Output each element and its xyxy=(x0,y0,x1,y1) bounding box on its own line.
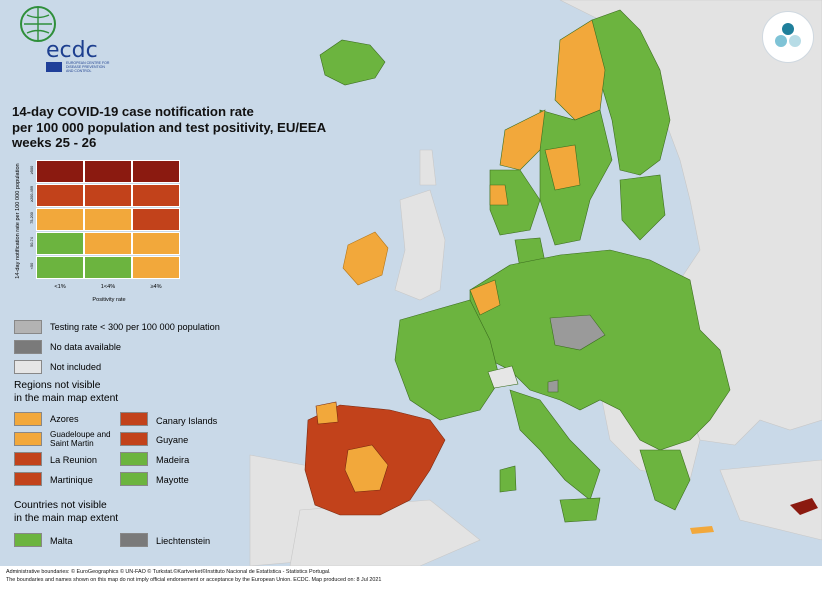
map-footer: Administrative boundaries: © EuroGeograp… xyxy=(0,566,822,597)
matrix-cell xyxy=(132,160,180,183)
footer-line-boundaries: Administrative boundaries: © EuroGeograp… xyxy=(6,569,331,575)
region-swatch-guyane xyxy=(120,432,148,446)
matrix-y-tick: ≥500 xyxy=(30,165,34,175)
iceland-region xyxy=(319,39,386,86)
region-swatch-guadeloupe xyxy=(14,432,42,446)
legend-swatch-not-included xyxy=(14,360,42,374)
matrix-cell xyxy=(36,256,84,279)
matrix-cell xyxy=(84,232,132,255)
map-title: 14-day COVID-19 case notification rate p… xyxy=(12,104,352,151)
matrix-y-tick: 50-74 xyxy=(30,237,34,247)
regions-heading-line: Regions not visible xyxy=(14,380,101,391)
continental-eu xyxy=(394,249,731,523)
matrix-cell xyxy=(132,256,180,279)
matrix-y-axis-label: 14-day notification rate per 100 000 pop… xyxy=(15,163,21,279)
ecdc-logo: ecdc EUROPEAN CENTRE FOR DISEASE PREVENT… xyxy=(12,4,109,74)
brand-dots-icon xyxy=(762,11,814,63)
ireland-region xyxy=(342,231,389,286)
matrix-y-tick: ≥200-499 xyxy=(30,185,34,203)
country-label-liechtenstein: Liechtenstein xyxy=(156,536,211,546)
region-swatch-mayotte xyxy=(120,472,148,486)
legend-label-not-included: Not included xyxy=(50,362,102,372)
region-label-guadeloupe: Guadeloupe and Saint Martin xyxy=(50,430,111,448)
region-label-azores: Azores xyxy=(50,414,79,424)
logo-subtitle: EUROPEAN CENTRE FOR DISEASE PREVENTION A… xyxy=(66,61,110,73)
legend-swatch-testing-rate xyxy=(14,320,42,334)
region-label-martinique: Martinique xyxy=(50,475,93,485)
matrix-y-tick: 75-200 xyxy=(30,212,34,224)
regions-heading-line: in the main map extent xyxy=(14,392,119,404)
matrix-x-tick: ≥4% xyxy=(150,284,162,290)
region-label-mayotte: Mayotte xyxy=(156,475,189,485)
country-label-malta: Malta xyxy=(50,536,73,546)
color-matrix xyxy=(36,160,182,282)
legend-swatch-no-data xyxy=(14,340,42,354)
legend-label-no-data: No data available xyxy=(50,342,121,352)
countries-heading-line: in the main map extent xyxy=(14,512,119,524)
title-line: weeks 25 - 26 xyxy=(12,135,97,150)
region-swatch-azores xyxy=(14,412,42,426)
region-swatch-martinique xyxy=(14,472,42,486)
country-swatch-liechtenstein xyxy=(120,533,148,547)
matrix-cell xyxy=(132,208,180,231)
matrix-cell xyxy=(132,184,180,207)
matrix-x-axis-label: Positivity rate xyxy=(92,297,126,303)
matrix-cell xyxy=(84,184,132,207)
country-swatch-malta xyxy=(14,533,42,547)
region-swatch-madeira xyxy=(120,452,148,466)
region-swatch-la-reunion xyxy=(14,452,42,466)
matrix-cell xyxy=(36,184,84,207)
matrix-cell xyxy=(132,232,180,255)
cyprus-region xyxy=(790,498,818,515)
region-label-madeira: Madeira xyxy=(156,455,190,465)
countries-heading-line: Countries not visible xyxy=(14,500,107,511)
nordic-regions xyxy=(489,9,671,269)
matrix-cell xyxy=(84,256,132,279)
matrix-cell xyxy=(36,160,84,183)
eu-flag-icon xyxy=(46,62,62,72)
region-label-guyane: Guyane xyxy=(156,435,189,445)
matrix-x-tick: <1% xyxy=(54,284,66,290)
matrix-cell xyxy=(84,160,132,183)
legend-label-testing-rate: Testing rate < 300 per 100 000 populatio… xyxy=(50,322,220,332)
region-swatch-canary-islands xyxy=(120,412,148,426)
region-label-canary-islands: Canary Islands xyxy=(156,416,218,426)
matrix-cell xyxy=(84,208,132,231)
regions-heading: Regions not visible in the main map exte… xyxy=(14,380,118,405)
iberia-regions xyxy=(304,401,446,516)
footer-line-disclaimer: The boundaries and names shown on this m… xyxy=(6,577,382,583)
legend-panel: ecdc EUROPEAN CENTRE FOR DISEASE PREVENT… xyxy=(0,0,326,566)
matrix-x-tick: 1<4% xyxy=(100,284,116,290)
title-line: 14-day COVID-19 case notification rate xyxy=(12,104,254,119)
matrix-cell xyxy=(36,232,84,255)
matrix-y-tick: <50 xyxy=(30,262,34,270)
matrix-cell xyxy=(36,208,84,231)
countries-heading: Countries not visible in the main map ex… xyxy=(14,500,118,525)
logo-wordmark: ecdc xyxy=(46,38,98,63)
title-line: per 100 000 population and test positivi… xyxy=(12,119,327,135)
globe-icon xyxy=(20,6,56,42)
region-label-la-reunion: La Reunion xyxy=(50,455,97,465)
crete-region xyxy=(690,526,714,534)
